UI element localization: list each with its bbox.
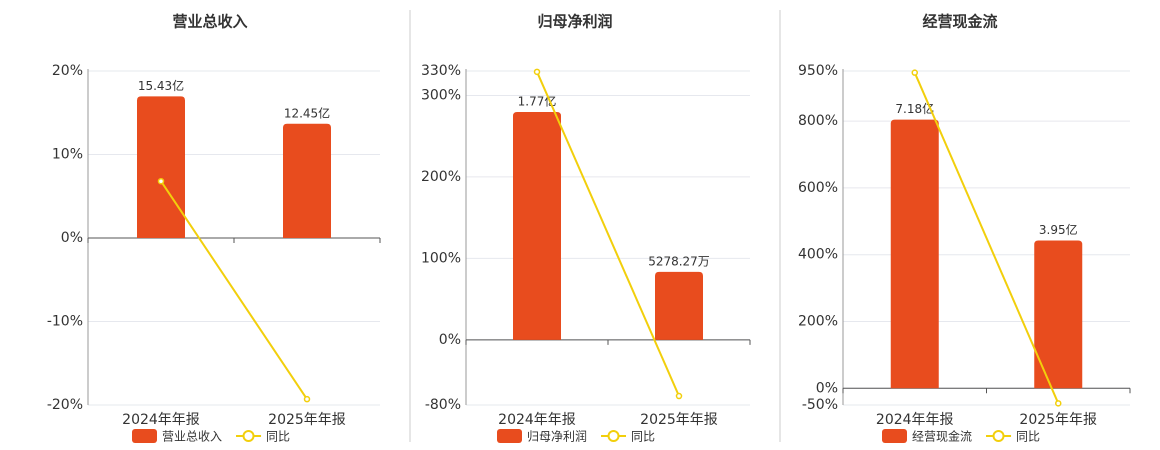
- y-tick-label: -20%: [47, 397, 83, 413]
- line-point: [675, 392, 683, 400]
- x-tick-label: 2024年年报: [498, 412, 576, 428]
- value-label: 1.77亿: [518, 93, 557, 108]
- line-point: [1055, 400, 1062, 407]
- legend-label: 归母净利润: [527, 430, 587, 444]
- legend-swatch: [882, 429, 907, 443]
- chart-title: 营业总收入: [172, 13, 247, 31]
- legend-swatch: [992, 430, 1005, 442]
- y-tick-label: 20%: [52, 63, 83, 79]
- legend-label: 同比: [1016, 430, 1040, 444]
- y-tick-label: 330%: [421, 63, 461, 79]
- y-tick-label: 400%: [798, 247, 838, 263]
- chart-title: 归母净利润: [537, 13, 612, 31]
- bar: [890, 119, 939, 389]
- x-tick-label: 2025年年报: [268, 412, 346, 428]
- y-tick-label: 600%: [798, 180, 838, 196]
- y-tick-label: 0%: [816, 380, 838, 396]
- y-tick-label: 100%: [421, 250, 461, 266]
- y-tick-label: 300%: [421, 87, 461, 103]
- x-tick-label: 2024年年报: [876, 412, 954, 428]
- y-tick-label: 10%: [52, 147, 83, 163]
- line: [536, 71, 680, 397]
- bar: [513, 111, 561, 340]
- y-tick-label: -10%: [47, 314, 83, 330]
- line-point: [533, 68, 541, 76]
- bar: [137, 96, 185, 239]
- y-tick-label: 0%: [61, 230, 83, 246]
- legend-label: 同比: [631, 430, 655, 444]
- legend-label: 同比: [266, 430, 290, 444]
- y-tick-label: 950%: [798, 63, 838, 79]
- line-point: [157, 177, 165, 185]
- y-tick-label: -80%: [425, 397, 461, 413]
- y-tick-label: 0%: [439, 332, 461, 348]
- legend-swatch: [132, 429, 157, 443]
- bar: [283, 123, 331, 238]
- line-point: [911, 69, 918, 76]
- x-tick-label: 2025年年报: [1019, 412, 1097, 428]
- line: [160, 180, 308, 400]
- x-tick-label: 2025年年报: [640, 412, 718, 428]
- value-label: 3.95亿: [1039, 222, 1078, 237]
- line-point: [303, 395, 311, 403]
- legend-swatch: [242, 430, 255, 442]
- value-label: 7.18亿: [895, 101, 934, 116]
- y-tick-label: -50%: [802, 397, 838, 413]
- x-tick-label: 2024年年报: [122, 412, 200, 428]
- legend-swatch: [497, 429, 522, 443]
- legend-label: 营业总收入: [162, 430, 222, 444]
- value-label: 15.43亿: [138, 78, 184, 93]
- bar: [655, 271, 703, 340]
- bar: [1034, 240, 1083, 389]
- y-tick-label: 800%: [798, 113, 838, 129]
- value-label: 5278.27万: [648, 254, 710, 268]
- value-label: 12.45亿: [284, 105, 330, 120]
- y-tick-label: 200%: [421, 169, 461, 185]
- chart-title: 经营现金流: [922, 13, 997, 31]
- legend-swatch: [607, 430, 620, 442]
- y-tick-label: 200%: [798, 314, 838, 330]
- legend-label: 经营现金流: [912, 429, 972, 444]
- line: [913, 72, 1060, 404]
